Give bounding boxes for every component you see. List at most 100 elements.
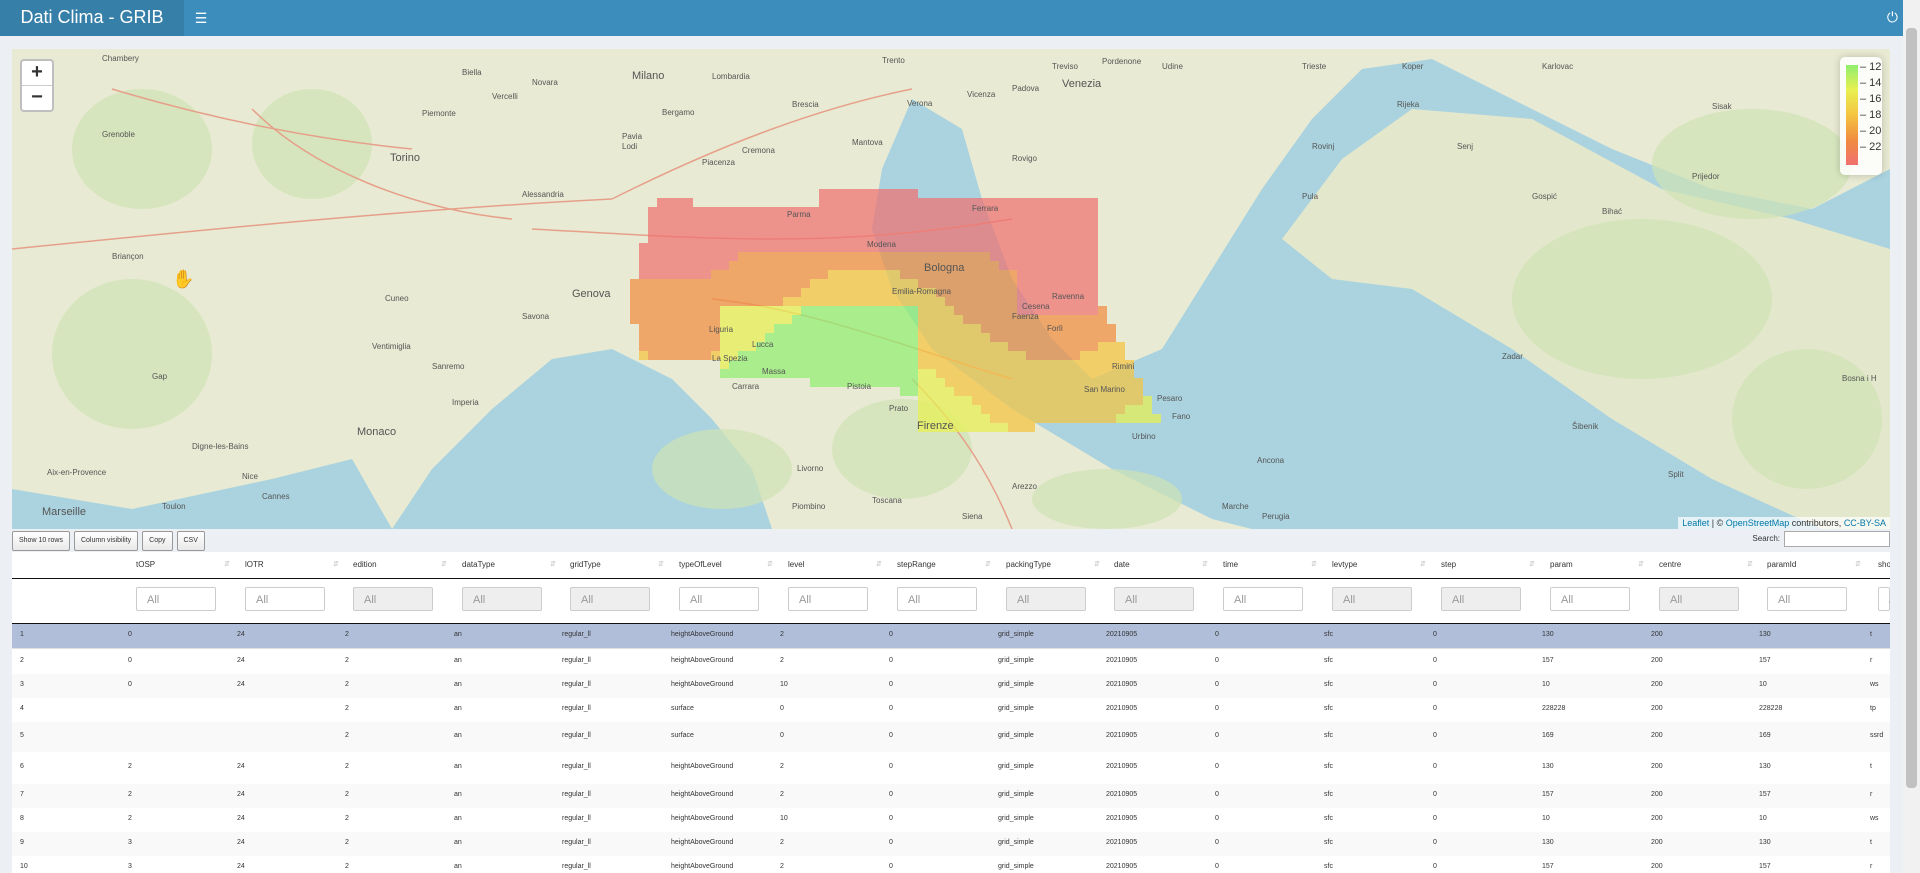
heat-cell xyxy=(639,315,648,324)
copy-button[interactable]: Copy xyxy=(142,531,173,551)
heat-cell xyxy=(963,387,972,396)
heat-cell xyxy=(828,360,837,369)
column-filter[interactable]: All xyxy=(1550,587,1630,611)
column-header[interactable]: level xyxy=(788,560,805,569)
table-cell: 0 xyxy=(1215,732,1219,739)
map-label: Senj xyxy=(1457,142,1473,151)
column-header[interactable]: date xyxy=(1114,560,1130,569)
page-scrollbar[interactable] xyxy=(1903,0,1920,873)
sort-icon[interactable]: ⇵ xyxy=(658,561,664,568)
sort-icon[interactable]: ⇵ xyxy=(1638,561,1644,568)
column-visibility-button[interactable]: Column visibility xyxy=(73,531,139,551)
sort-icon[interactable]: ⇵ xyxy=(224,561,230,568)
table-row[interactable]: 9 3 24 2 an regular_ll heightAboveGround 2 0 grid… xyxy=(12,832,1890,857)
column-header[interactable]: tOSP xyxy=(136,560,156,569)
heat-cell xyxy=(1035,306,1044,315)
column-filter[interactable]: All xyxy=(353,587,433,611)
sort-icon[interactable]: ⇵ xyxy=(1311,561,1317,568)
column-filter[interactable]: All xyxy=(1223,587,1303,611)
heat-cell xyxy=(855,378,864,387)
scrollbar-thumb[interactable] xyxy=(1906,28,1917,788)
sort-icon[interactable]: ⇵ xyxy=(985,561,991,568)
column-filter[interactable]: All xyxy=(1659,587,1739,611)
app-title[interactable]: Dati Clima - GRIB xyxy=(0,0,184,36)
column-filter[interactable]: All xyxy=(897,587,977,611)
map-label: Firenze xyxy=(917,420,954,432)
sort-icon[interactable]: ⇵ xyxy=(333,561,339,568)
sort-icon[interactable]: ⇵ xyxy=(1420,561,1426,568)
sort-icon[interactable]: ⇵ xyxy=(1094,561,1100,568)
column-filter[interactable]: A xyxy=(1878,587,1890,611)
column-header[interactable]: step xyxy=(1441,560,1457,569)
legend-tick: – 22 xyxy=(1860,141,1882,153)
column-header[interactable]: gridType xyxy=(570,560,601,569)
column-header[interactable]: levtype xyxy=(1332,560,1358,569)
map-view[interactable]: Milano Torino Genova Venezia Firenze Bologna P… xyxy=(12,49,1890,529)
sort-icon[interactable]: ⇵ xyxy=(1855,561,1861,568)
table-row[interactable]: 5 2 an regular_ll surface 0 0 grid_simple 202109… xyxy=(12,722,1890,753)
heat-cell xyxy=(936,387,945,396)
license-link[interactable]: CC-BY-SA xyxy=(1843,518,1886,528)
show-rows-button[interactable]: Show 10 rows xyxy=(12,531,70,551)
column-filter[interactable]: All xyxy=(1332,587,1412,611)
column-filter[interactable]: All xyxy=(570,587,650,611)
heat-cell xyxy=(1017,351,1026,360)
table-row[interactable]: 4 2 an regular_ll surface 0 0 grid_simple 202109… xyxy=(12,698,1890,723)
table-row[interactable]: 1 0 24 2 an regular_ll heightAboveGround 2 0 grid… xyxy=(12,624,1890,649)
heat-cell xyxy=(873,369,882,378)
sort-icon[interactable]: ⇵ xyxy=(441,561,447,568)
column-filter[interactable]: All xyxy=(462,587,542,611)
legend-gradient xyxy=(1846,65,1858,165)
column-filter[interactable]: All xyxy=(1006,587,1086,611)
column-filter[interactable]: All xyxy=(679,587,759,611)
column-header[interactable]: lOTR xyxy=(245,560,264,569)
sort-icon[interactable]: ⇵ xyxy=(767,561,773,568)
leaflet-link[interactable]: Leaflet xyxy=(1682,518,1710,528)
column-header[interactable]: paramId xyxy=(1767,560,1797,569)
column-filter[interactable]: All xyxy=(1114,587,1194,611)
column-header[interactable]: dataType xyxy=(462,560,495,569)
heat-cell xyxy=(990,261,999,270)
column-filter[interactable]: All xyxy=(245,587,325,611)
heat-cell xyxy=(873,279,882,288)
column-header[interactable]: stepRange xyxy=(897,560,936,569)
heat-cell xyxy=(981,225,990,234)
column-filter[interactable]: All xyxy=(1441,587,1521,611)
search-input[interactable] xyxy=(1784,531,1890,547)
csv-button[interactable]: CSV xyxy=(176,531,205,551)
column-filter[interactable]: All xyxy=(1767,587,1847,611)
table-cell: 0 xyxy=(889,657,893,664)
table-row[interactable]: 2 0 24 2 an regular_ll heightAboveGround 2 0 grid… xyxy=(12,650,1890,675)
table-row[interactable]: 8 2 24 2 an regular_ll heightAboveGround 10 0 gri… xyxy=(12,808,1890,833)
heat-cell xyxy=(774,369,783,378)
hamburger-icon[interactable]: ☰ xyxy=(194,10,208,26)
heat-cell xyxy=(1017,243,1026,252)
power-icon[interactable]: ⏻ xyxy=(1886,9,1898,25)
table-row[interactable]: 6 2 24 2 an regular_ll heightAboveGround 2 0 grid… xyxy=(12,752,1890,785)
heat-cell xyxy=(666,198,675,207)
column-header[interactable]: typeOfLevel xyxy=(679,560,722,569)
column-filter[interactable]: All xyxy=(136,587,216,611)
sort-icon[interactable]: ⇵ xyxy=(1202,561,1208,568)
osm-link[interactable]: OpenStreetMap xyxy=(1725,518,1790,528)
heat-cell xyxy=(1053,396,1062,405)
sort-icon[interactable]: ⇵ xyxy=(1747,561,1753,568)
column-header[interactable]: edition xyxy=(353,560,377,569)
column-header[interactable]: shor xyxy=(1878,560,1890,569)
heat-cell xyxy=(990,288,999,297)
column-filter[interactable]: All xyxy=(788,587,868,611)
table-row[interactable]: 7 2 24 2 an regular_ll heightAboveGround 2 0 grid… xyxy=(12,784,1890,809)
column-header[interactable]: centre xyxy=(1659,560,1682,569)
table-row[interactable]: 10 3 24 2 an regular_ll heightAboveGround 2 0 gri… xyxy=(12,856,1890,873)
sort-icon[interactable]: ⇵ xyxy=(876,561,882,568)
heat-cell xyxy=(999,396,1008,405)
zoom-in-button[interactable]: + xyxy=(22,61,52,86)
table-row[interactable]: 3 0 24 2 an regular_ll heightAboveGround 10 0 gri… xyxy=(12,674,1890,699)
column-header[interactable]: packingType xyxy=(1006,560,1051,569)
column-header[interactable]: param xyxy=(1550,560,1573,569)
sort-icon[interactable]: ⇵ xyxy=(1529,561,1535,568)
column-header[interactable]: time xyxy=(1223,560,1239,569)
zoom-out-button[interactable]: − xyxy=(31,86,43,108)
sort-icon[interactable]: ⇵ xyxy=(550,561,556,568)
heat-cell xyxy=(909,261,918,270)
